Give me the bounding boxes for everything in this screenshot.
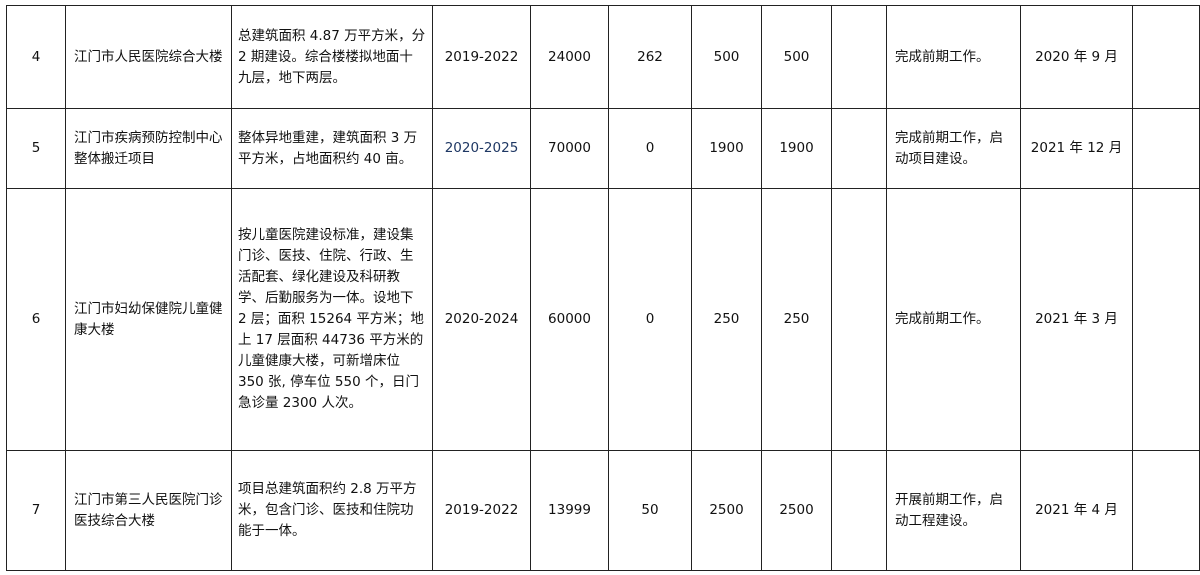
table-row: 7 江门市第三人民医院门诊医技综合大楼 项目总建筑面积约 2.8 万平方米，包含门诊… <box>6 450 1200 571</box>
project-description: 整体异地重建，建筑面积 3 万平方米，占地面积约 40 亩。 <box>231 108 433 189</box>
project-name: 江门市人民医院综合大楼 <box>65 5 232 109</box>
row-number: 4 <box>6 5 66 109</box>
table-row: 4 江门市人民医院综合大楼 总建筑面积 4.87 万平方米，分 2 期建设。综合楼楼… <box>6 5 1200 109</box>
project-name: 江门市疾病预防控制中心整体搬迁项目 <box>65 108 232 189</box>
project-description: 按儿童医院建设标准，建设集门诊、医技、住院、行政、生活配套、绿化建设及科研教学、… <box>231 188 433 451</box>
total-investment: 24000 <box>530 5 609 109</box>
table-row: 6 江门市妇幼保健院儿童健康大楼 按儿童医院建设标准，建设集门诊、医技、住院、行政、… <box>6 188 1200 451</box>
blank-cell <box>831 450 887 571</box>
blank-cell <box>831 188 887 451</box>
completion-date: 2021 年 3 月 <box>1020 188 1133 451</box>
planned-investment: 2500 <box>691 450 762 571</box>
annual-plan: 500 <box>761 5 832 109</box>
annual-plan: 2500 <box>761 450 832 571</box>
remarks <box>1132 450 1200 571</box>
completion-date: 2020 年 9 月 <box>1020 5 1133 109</box>
project-description: 总建筑面积 4.87 万平方米，分 2 期建设。综合楼楼拟地面十九层，地下两层。 <box>231 5 433 109</box>
completed-investment: 0 <box>608 188 692 451</box>
progress-target: 完成前期工作。 <box>886 188 1021 451</box>
remarks <box>1132 108 1200 189</box>
completed-investment: 0 <box>608 108 692 189</box>
project-name: 江门市第三人民医院门诊医技综合大楼 <box>65 450 232 571</box>
projects-table: 4 江门市人民医院综合大楼 总建筑面积 4.87 万平方米，分 2 期建设。综合楼楼… <box>6 5 1200 571</box>
construction-period: 2019-2022 <box>432 5 531 109</box>
annual-plan: 1900 <box>761 108 832 189</box>
construction-period: 2020-2024 <box>432 188 531 451</box>
annual-plan: 250 <box>761 188 832 451</box>
progress-target: 开展前期工作，启动工程建设。 <box>886 450 1021 571</box>
total-investment: 13999 <box>530 450 609 571</box>
total-investment: 60000 <box>530 188 609 451</box>
remarks <box>1132 5 1200 109</box>
row-number: 6 <box>6 188 66 451</box>
completed-investment: 262 <box>608 5 692 109</box>
construction-period: 2019-2022 <box>432 450 531 571</box>
completion-date: 2021 年 4 月 <box>1020 450 1133 571</box>
construction-period: 2020-2025 <box>432 108 531 189</box>
table-row: 5 江门市疾病预防控制中心整体搬迁项目 整体异地重建，建筑面积 3 万平方米，占地面… <box>6 108 1200 189</box>
project-name: 江门市妇幼保健院儿童健康大楼 <box>65 188 232 451</box>
blank-cell <box>831 5 887 109</box>
project-description: 项目总建筑面积约 2.8 万平方米，包含门诊、医技和住院功能于一体。 <box>231 450 433 571</box>
blank-cell <box>831 108 887 189</box>
planned-investment: 1900 <box>691 108 762 189</box>
row-number: 5 <box>6 108 66 189</box>
total-investment: 70000 <box>530 108 609 189</box>
completed-investment: 50 <box>608 450 692 571</box>
completion-date: 2021 年 12 月 <box>1020 108 1133 189</box>
remarks <box>1132 188 1200 451</box>
planned-investment: 250 <box>691 188 762 451</box>
progress-target: 完成前期工作。 <box>886 5 1021 109</box>
row-number: 7 <box>6 450 66 571</box>
planned-investment: 500 <box>691 5 762 109</box>
progress-target: 完成前期工作，启动项目建设。 <box>886 108 1021 189</box>
